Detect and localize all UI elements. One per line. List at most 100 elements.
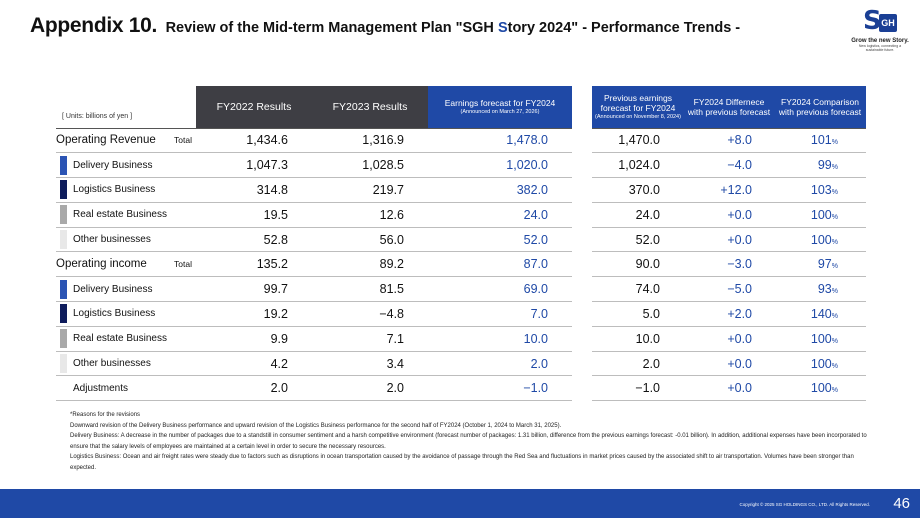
footer-bar: Copyright © 2025 SG HOLDINGS CO., LTD. A… — [0, 489, 920, 518]
logo-subtagline: New logistics, connecting a sustainable … — [858, 44, 902, 52]
table-row: 74.0 −5.0 93% — [592, 276, 866, 303]
note-line: Downward revision of the Delivery Busine… — [70, 422, 562, 429]
table-row: Real estate Business 9.9 7.1 10.0 — [56, 326, 572, 352]
forecast-cell: 52.0 — [428, 227, 572, 253]
table-row: Delivery Business 1,047.3 1,028.5 1,020.0 — [56, 152, 572, 179]
header-comp-label: FY2024 Comparison with previous forecast — [778, 96, 862, 117]
comparison-cell: 100% — [774, 227, 866, 253]
fy2023-cell: 12.6 — [312, 202, 428, 228]
forecast-cell: −1.0 — [428, 375, 572, 402]
percent-sign: % — [831, 362, 838, 370]
comparison-value: 140 — [810, 306, 832, 321]
fy2023-cell: 7.1 — [312, 326, 428, 352]
table-row: 1,470.0 +8.0 101% — [592, 127, 866, 154]
header-diff: FY2024 Differnece with previous forecast — [684, 86, 774, 128]
prev-forecast-cell: 90.0 — [592, 251, 684, 278]
diff-cell: +0.0 — [684, 375, 774, 402]
prev-forecast-cell: 10.0 — [592, 326, 684, 352]
percent-sign: % — [831, 164, 838, 172]
fy2023-cell: 89.2 — [312, 251, 428, 278]
comparison-cell: 101% — [774, 127, 866, 154]
fy2022-cell: 1,434.6 — [196, 127, 312, 154]
percent-sign: % — [831, 238, 838, 246]
comparison-cell: 100% — [774, 351, 866, 377]
note-line: Logistics Business: Ocean and air freigh… — [70, 454, 854, 471]
prev-forecast-cell: −1.0 — [592, 375, 684, 402]
comparison-cell: 140% — [774, 301, 866, 327]
row-label-text: Operating income — [56, 258, 147, 271]
table-row: 1,024.0 −4.0 99% — [592, 152, 866, 179]
header-forecast: Earnings forecast for FY2024 (Announced … — [428, 86, 572, 128]
comparison-value: 101 — [810, 133, 832, 148]
forecast-cell: 1,020.0 — [428, 152, 572, 179]
title-sub-post: tory 2024" - Performance Trends - — [507, 20, 741, 36]
segment-color-swatch — [60, 279, 67, 299]
diff-cell: −5.0 — [684, 276, 774, 303]
percent-sign: % — [831, 288, 838, 296]
comparison-cell: 99% — [774, 152, 866, 179]
row-label-text: Delivery Business — [73, 283, 153, 295]
prev-forecast-cell: 52.0 — [592, 227, 684, 253]
segment-color-swatch — [60, 304, 67, 324]
row-label: Other businesses — [56, 351, 196, 377]
segment-color-swatch — [60, 155, 67, 175]
header-fy2022: FY2022 Results — [196, 86, 312, 128]
diff-cell: +0.0 — [684, 227, 774, 253]
comparison-value: 100 — [810, 381, 832, 396]
row-label: Delivery Business — [56, 276, 196, 303]
diff-cell: −3.0 — [684, 251, 774, 278]
prev-forecast-cell: 24.0 — [592, 202, 684, 228]
forecast-cell: 10.0 — [428, 326, 572, 352]
results-table: FY2022 Results FY2023 Results Earnings f… — [56, 86, 572, 402]
diff-cell: +2.0 — [684, 301, 774, 327]
table-row: 5.0 +2.0 140% — [592, 301, 866, 327]
segment-color-swatch — [60, 180, 67, 200]
row-label-text: Adjustments — [73, 382, 129, 394]
table-row: 90.0 −3.0 97% — [592, 251, 866, 278]
row-label-text: Logistics Business — [73, 184, 156, 196]
header-empty — [56, 86, 196, 128]
percent-sign: % — [831, 213, 838, 221]
comparison-cell: 100% — [774, 202, 866, 228]
comparison-cell: 100% — [774, 375, 866, 402]
segment-color-swatch — [60, 354, 67, 374]
fy2023-cell: 1,316.9 — [312, 127, 428, 154]
fy2023-cell: 81.5 — [312, 276, 428, 303]
title-main: Appendix 10. — [30, 14, 158, 37]
diff-cell: +0.0 — [684, 202, 774, 228]
comparison-cell: 93% — [774, 276, 866, 303]
copyright: Copyright © 2025 SG HOLDINGS CO., LTD. A… — [739, 502, 870, 507]
table-row: Other businesses 52.8 56.0 52.0 — [56, 227, 572, 253]
total-tag: Total — [174, 135, 192, 146]
row-label-text: Delivery Business — [73, 159, 153, 171]
forecast-cell: 2.0 — [428, 351, 572, 377]
note-line: *Reasons for the revisions — [70, 412, 141, 418]
forecast-cell: 24.0 — [428, 202, 572, 228]
fy2022-cell: 135.2 — [196, 251, 312, 278]
comparison-value: 100 — [810, 331, 832, 346]
prev-forecast-cell: 1,024.0 — [592, 152, 684, 179]
prev-forecast-cell: 1,470.0 — [592, 127, 684, 154]
header-fy2023: FY2023 Results — [312, 86, 428, 128]
sgh-logo-icon: S GH — [861, 6, 899, 36]
logo-s: S — [863, 6, 882, 36]
row-label: Operating Revenue Total — [56, 127, 196, 154]
diff-cell: +0.0 — [684, 351, 774, 377]
forecast-cell: 87.0 — [428, 251, 572, 278]
table-row: 52.0 +0.0 100% — [592, 227, 866, 253]
fy2022-cell: 52.8 — [196, 227, 312, 253]
table-row: Operating Revenue Total 1,434.6 1,316.9 1,47… — [56, 127, 572, 154]
percent-sign: % — [831, 139, 838, 147]
fy2022-cell: 2.0 — [196, 375, 312, 402]
title-sub: Review of the Mid-term Management Plan "… — [166, 20, 741, 36]
table-row: 24.0 +0.0 100% — [592, 202, 866, 228]
segment-color-swatch — [60, 329, 67, 349]
row-label: Delivery Business — [56, 152, 196, 179]
header-forecast-label: Earnings forecast for FY2024 — [444, 97, 556, 108]
forecast-cell: 382.0 — [428, 177, 572, 203]
row-label-text: Other businesses — [73, 358, 151, 370]
comparison-cell: 100% — [774, 326, 866, 352]
table-row: Logistics Business 314.8 219.7 382.0 — [56, 177, 572, 203]
diff-cell: +8.0 — [684, 127, 774, 154]
segment-color-swatch — [60, 378, 67, 398]
